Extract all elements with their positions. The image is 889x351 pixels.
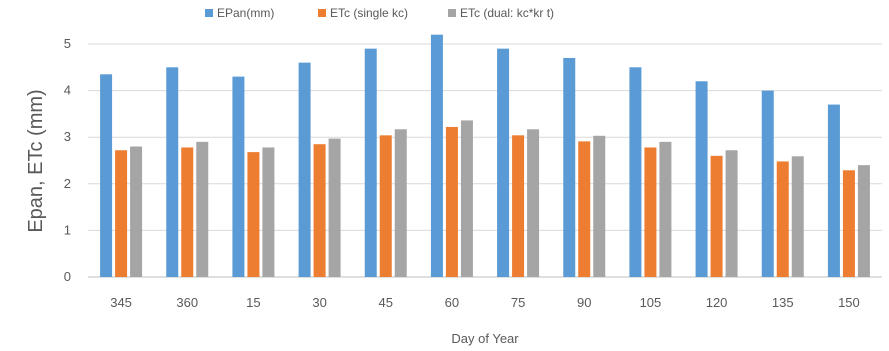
bar-etc-single xyxy=(644,147,657,277)
bar-etc-single xyxy=(445,126,458,277)
bar-etc-single xyxy=(115,150,128,277)
bar-etc-dual xyxy=(328,138,341,277)
x-axis-title: Day of Year xyxy=(451,331,519,346)
y-tick-label: 4 xyxy=(64,83,71,98)
y-tick-label: 1 xyxy=(64,222,71,237)
bar-etc-dual xyxy=(130,146,143,277)
x-tick-label: 360 xyxy=(176,295,198,310)
bar-epan xyxy=(761,90,774,277)
bar-epan xyxy=(166,67,179,277)
bar-etc-dual xyxy=(394,129,407,277)
bar-etc-dual xyxy=(196,141,209,277)
bar-epan xyxy=(695,81,708,277)
bar-epan xyxy=(364,48,377,277)
x-tick-label: 15 xyxy=(246,295,260,310)
bar-etc-dual xyxy=(527,129,540,277)
bar-etc-dual xyxy=(791,156,804,277)
bar-epan xyxy=(298,62,311,277)
y-tick-label: 0 xyxy=(64,269,71,284)
bar-etc-single xyxy=(247,152,260,277)
bars xyxy=(100,34,870,278)
bar-epan xyxy=(100,74,113,277)
bar-epan xyxy=(827,104,840,277)
bar-etc-single xyxy=(710,155,723,277)
bar-etc-single xyxy=(181,147,194,277)
y-tick-label: 3 xyxy=(64,129,71,144)
bar-etc-single xyxy=(842,170,855,277)
bar-etc-dual xyxy=(725,150,738,277)
legend-label: ETc (dual: kc*kr t) xyxy=(460,6,554,20)
y-axis-title: Epan, ETc (mm) xyxy=(25,89,47,232)
x-axis-ticks: 345 360 15 30 45 60 75 90 105 120 135 150 xyxy=(110,295,860,310)
legend-swatch xyxy=(448,9,456,17)
legend-swatch xyxy=(205,9,213,17)
y-tick-label: 2 xyxy=(64,176,71,191)
x-tick-label: 105 xyxy=(640,295,662,310)
y-axis-ticks: 0 1 2 3 4 5 xyxy=(64,36,71,284)
bar-etc-dual xyxy=(857,165,870,277)
bar-epan xyxy=(497,48,510,277)
x-tick-label: 75 xyxy=(511,295,525,310)
legend-label: ETc (single kc) xyxy=(330,6,408,20)
legend: EPan(mm) ETc (single kc) ETc (dual: kc*kr … xyxy=(205,6,554,20)
x-tick-label: 45 xyxy=(379,295,393,310)
bar-epan xyxy=(563,57,576,278)
y-tick-label: 5 xyxy=(64,36,71,51)
x-tick-label: 60 xyxy=(445,295,459,310)
bar-etc-dual xyxy=(659,141,672,277)
x-tick-label: 150 xyxy=(838,295,860,310)
x-tick-label: 90 xyxy=(577,295,591,310)
bar-etc-single xyxy=(313,144,326,277)
legend-label: EPan(mm) xyxy=(217,6,274,20)
bar-etc-single xyxy=(776,161,789,277)
bar-etc-dual xyxy=(593,135,606,277)
x-tick-label: 120 xyxy=(706,295,728,310)
bar-epan xyxy=(232,76,245,278)
bar-epan xyxy=(430,34,443,278)
bar-etc-single xyxy=(512,135,525,277)
x-tick-label: 345 xyxy=(110,295,132,310)
legend-swatch xyxy=(318,9,326,17)
bar-epan xyxy=(629,67,642,277)
bar-etc-single xyxy=(578,141,591,277)
bar-etc-dual xyxy=(262,147,275,277)
bar-etc-dual xyxy=(460,120,473,277)
x-tick-label: 30 xyxy=(312,295,326,310)
gridlines xyxy=(88,43,882,278)
bar-etc-single xyxy=(379,135,392,277)
x-tick-label: 135 xyxy=(772,295,794,310)
